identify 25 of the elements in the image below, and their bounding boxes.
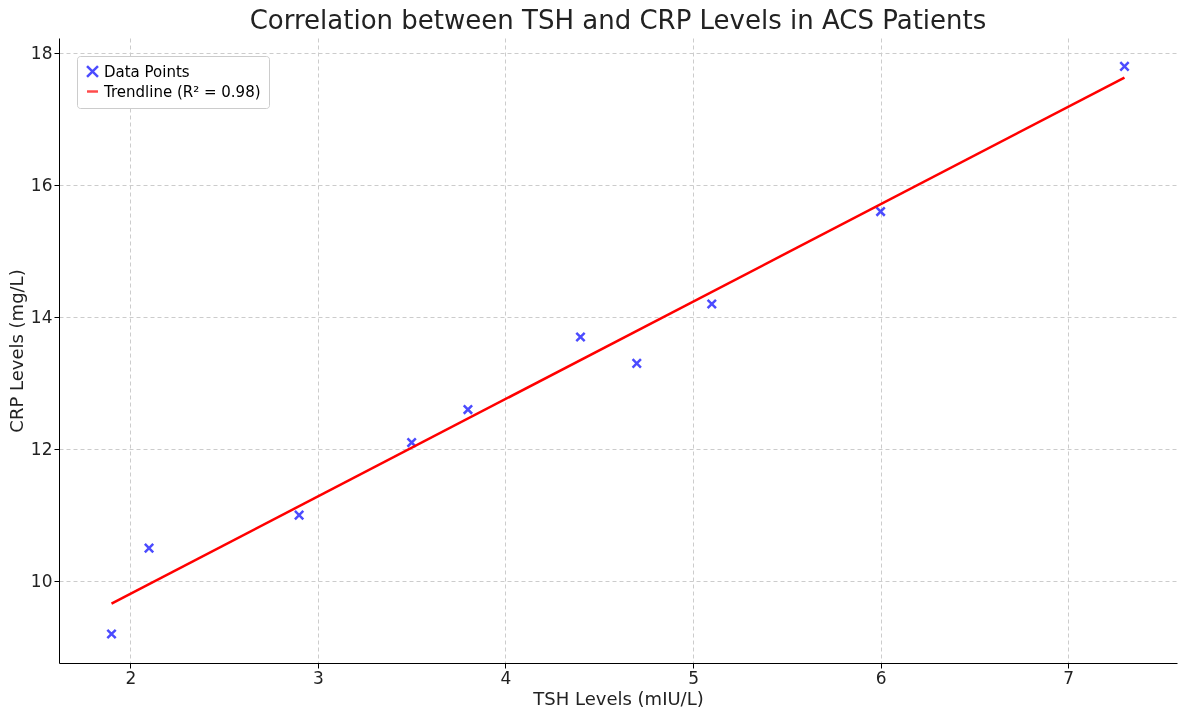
x-tick-label: 6 (875, 667, 887, 688)
y-tick-label: 18 (30, 42, 53, 63)
x-tick-label: 2 (125, 667, 137, 688)
y-tick-label: 16 (30, 174, 53, 195)
x-axis-title: TSH Levels (mIU/L) (532, 687, 704, 709)
x-tick-label: 4 (500, 667, 512, 688)
legend-label: Data Points (104, 62, 190, 81)
point (1119, 60, 1130, 72)
x-tick-label: 5 (688, 667, 699, 688)
point (106, 628, 117, 640)
y-tick-label: 14 (30, 306, 53, 327)
y-tick-label: 10 (30, 570, 53, 591)
point (293, 509, 305, 521)
y-tick-label: 12 (30, 438, 53, 459)
point (575, 331, 586, 343)
chart-title: Correlation between TSH and CRP Levels in ACS Patients (249, 5, 987, 35)
point (143, 542, 155, 554)
y-axis-title: CRP Levels (mg/L) (5, 269, 27, 433)
point (706, 298, 718, 310)
x-tick-label: 7 (1063, 667, 1075, 688)
legend-label: Trendline (R² = 0.98) (103, 82, 261, 101)
point (631, 357, 643, 369)
point (875, 206, 887, 218)
point (462, 404, 474, 415)
x-tick-label: 3 (312, 667, 324, 688)
